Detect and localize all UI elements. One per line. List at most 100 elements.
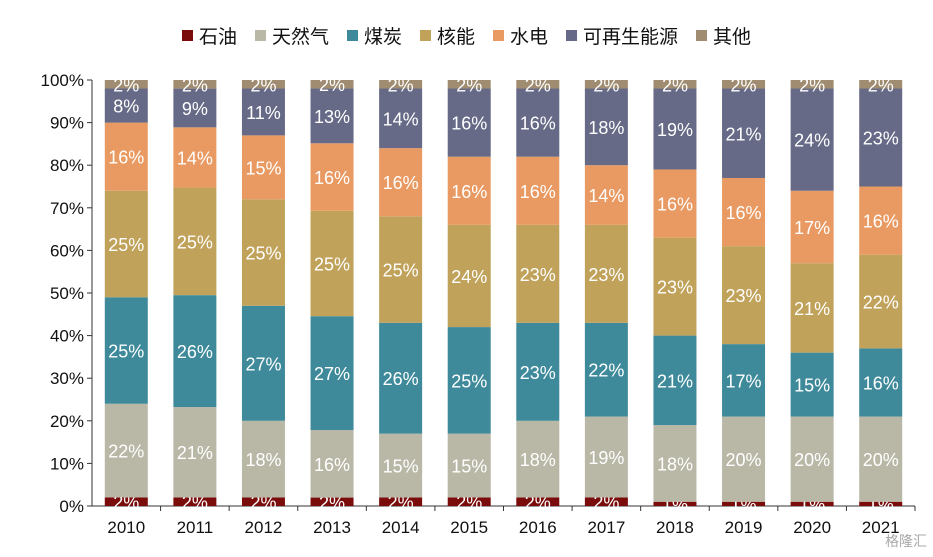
data-label: 2%: [250, 493, 276, 513]
x-tick-label: 2011: [177, 518, 214, 537]
data-label: 11%: [246, 103, 281, 123]
data-label: 16%: [314, 168, 350, 188]
data-label: 25%: [451, 371, 487, 391]
data-label: 2%: [525, 493, 551, 513]
bar-segment: [516, 224, 560, 323]
bar-segment: [104, 80, 148, 89]
bar-segment: [584, 322, 628, 417]
data-label: 16%: [108, 148, 144, 168]
bar-segment: [516, 156, 560, 225]
data-label: 20%: [794, 450, 830, 470]
x-tick-label: 2012: [245, 518, 283, 537]
bar-segment: [310, 430, 354, 498]
bar-segment: [379, 322, 423, 434]
bar-segment: [104, 190, 148, 298]
x-tick-label: 2014: [382, 518, 420, 537]
bar-segment: [790, 263, 834, 353]
data-label: 2%: [319, 493, 345, 513]
bar-segment: [722, 416, 766, 502]
data-label: 26%: [383, 369, 419, 389]
bar-segment: [653, 335, 697, 426]
bar-segment: [241, 305, 285, 421]
bar-segment: [859, 186, 903, 255]
data-label: 16%: [451, 182, 487, 202]
data-label: 20%: [863, 450, 899, 470]
bar-segment: [379, 433, 423, 498]
data-label: 19%: [588, 448, 624, 468]
data-label: 25%: [108, 342, 144, 362]
data-label: 15%: [451, 457, 487, 477]
data-label: 21%: [177, 443, 213, 463]
bar-segment: [584, 165, 628, 225]
legend-swatch: [493, 30, 504, 41]
data-label: 25%: [108, 235, 144, 255]
x-tick-label: 2020: [793, 518, 831, 537]
data-label: 2%: [456, 493, 482, 513]
data-label: 16%: [657, 195, 693, 215]
bar-segment: [104, 122, 148, 191]
y-tick-label: 70%: [50, 199, 84, 218]
bar-segment: [516, 322, 560, 421]
x-tick-label: 2013: [313, 518, 351, 537]
bar-segment: [447, 80, 491, 89]
bar-segment: [173, 295, 217, 408]
data-label: 2%: [731, 75, 757, 95]
legend-label: 煤炭: [363, 26, 402, 48]
data-label: 16%: [383, 173, 419, 193]
y-tick-label: 30%: [50, 369, 84, 388]
data-label: 18%: [520, 450, 556, 470]
legend-swatch: [566, 30, 578, 41]
bar-segment: [653, 80, 697, 89]
data-label: 25%: [314, 254, 350, 274]
data-label: 2%: [319, 75, 345, 95]
bar-segment: [584, 224, 628, 323]
bar-segment: [310, 88, 354, 144]
data-label: 23%: [520, 265, 556, 285]
legend-swatch: [181, 30, 193, 41]
legend-label: 水电: [510, 26, 549, 48]
bar-segment: [104, 403, 148, 498]
data-label: 15%: [794, 376, 830, 396]
bar-segment: [859, 348, 903, 417]
bar-segment: [653, 88, 697, 170]
legend-item: 天然气: [254, 22, 329, 49]
data-label: 16%: [863, 212, 899, 232]
data-label: 2%: [456, 75, 482, 95]
bar-segment: [584, 497, 628, 506]
data-label: 17%: [726, 371, 762, 391]
bar-segment: [859, 80, 903, 89]
bar-segment: [790, 501, 834, 506]
bar-segment: [241, 88, 285, 136]
bar-segment: [722, 501, 766, 506]
x-tick-label: 2015: [450, 518, 488, 537]
bar-segment: [722, 344, 766, 417]
bar-segment: [447, 327, 491, 434]
data-label: 18%: [657, 454, 693, 474]
data-label: 2%: [113, 75, 139, 95]
bar-segment: [241, 135, 285, 200]
data-label: 22%: [588, 361, 624, 381]
bar-segment: [516, 420, 560, 498]
legend-item: 水电: [493, 22, 548, 49]
data-label: 21%: [794, 299, 830, 319]
y-tick-label: 100%: [41, 71, 84, 90]
bar-segment: [447, 433, 491, 498]
bar-segment: [790, 416, 834, 502]
bar-segment: [859, 501, 903, 506]
bar-segment: [241, 420, 285, 498]
watermark: 格隆汇: [885, 534, 927, 550]
data-label: 16%: [726, 203, 762, 223]
y-tick-label: 40%: [50, 327, 84, 346]
x-tick-label: 2018: [656, 518, 694, 537]
legend-label: 天然气: [271, 26, 329, 48]
bar-segment: [379, 148, 423, 217]
bar-segment: [310, 316, 354, 431]
bar-segment: [859, 88, 903, 187]
bar-segment: [447, 88, 491, 157]
data-label: 2%: [593, 493, 619, 513]
data-label: 21%: [657, 371, 693, 391]
bar-segment: [447, 497, 491, 506]
bar-segment: [310, 80, 354, 89]
data-label: 17%: [794, 218, 830, 238]
